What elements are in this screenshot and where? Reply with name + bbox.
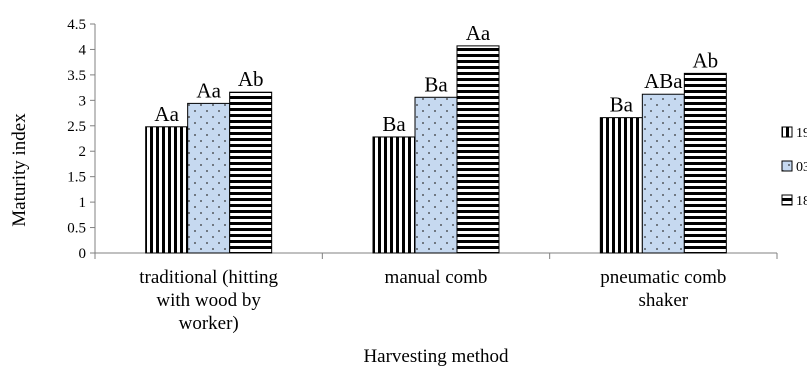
x-category-label: traditional (hitting with wood by worker) (139, 267, 278, 334)
data-label: ABa (644, 69, 683, 93)
x-category-label: pneumatic comb shaker (600, 267, 726, 311)
bar-03-jan (187, 102, 231, 254)
bar-18-jan (456, 45, 500, 254)
bar-03-jan (414, 96, 458, 254)
legend: 19-Dec 03-Jan 18-Jan (781, 126, 807, 209)
data-label: Aa (196, 78, 221, 102)
legend-swatch (781, 160, 793, 172)
bar-19-dec (145, 126, 189, 254)
data-label: Ba (382, 112, 406, 136)
bar-19-dec (599, 117, 643, 254)
data-label: Aa (154, 102, 179, 126)
bar-18-jan (229, 91, 273, 254)
legend-swatch (781, 194, 793, 206)
data-label: Ab (238, 67, 264, 91)
y-tick-label: 2 (79, 144, 87, 160)
bar-03-jan (641, 93, 685, 254)
data-labels: Aa Aa Ab Ba Ba Aa Ba ABa Ab (154, 21, 718, 136)
y-tick-label: 4 (79, 42, 87, 58)
legend-label: 18-Jan (796, 194, 807, 209)
y-tick-label: 0.5 (67, 221, 86, 237)
legend-label: 03-Jan (796, 160, 807, 175)
data-label: Ba (610, 93, 634, 117)
legend-label: 19-Dec (796, 126, 807, 141)
bar-18-jan (683, 72, 727, 254)
x-category-label: manual comb (385, 267, 488, 288)
data-label: Aa (466, 21, 491, 45)
y-tick-label: 3 (79, 93, 87, 109)
x-axis-title: Harvesting method (363, 346, 509, 367)
y-tick-label: 1.5 (67, 170, 86, 186)
bar-19-dec (372, 136, 416, 254)
y-tick-label: 3.5 (67, 68, 86, 84)
y-tick-label: 2.5 (67, 119, 86, 135)
y-tick-label: 0 (79, 246, 87, 262)
bars (145, 45, 727, 254)
y-tick-label: 4.5 (67, 17, 86, 33)
axes: 0 0.5 1 1.5 2 2.5 3 3.5 4 4.5 traditional (hitting… (67, 17, 778, 334)
data-label: Ba (424, 72, 448, 96)
y-axis-title: Maturity index (9, 113, 30, 227)
data-label: Ab (692, 48, 718, 72)
y-tick-label: 1 (79, 195, 87, 211)
legend-swatch (781, 126, 793, 138)
